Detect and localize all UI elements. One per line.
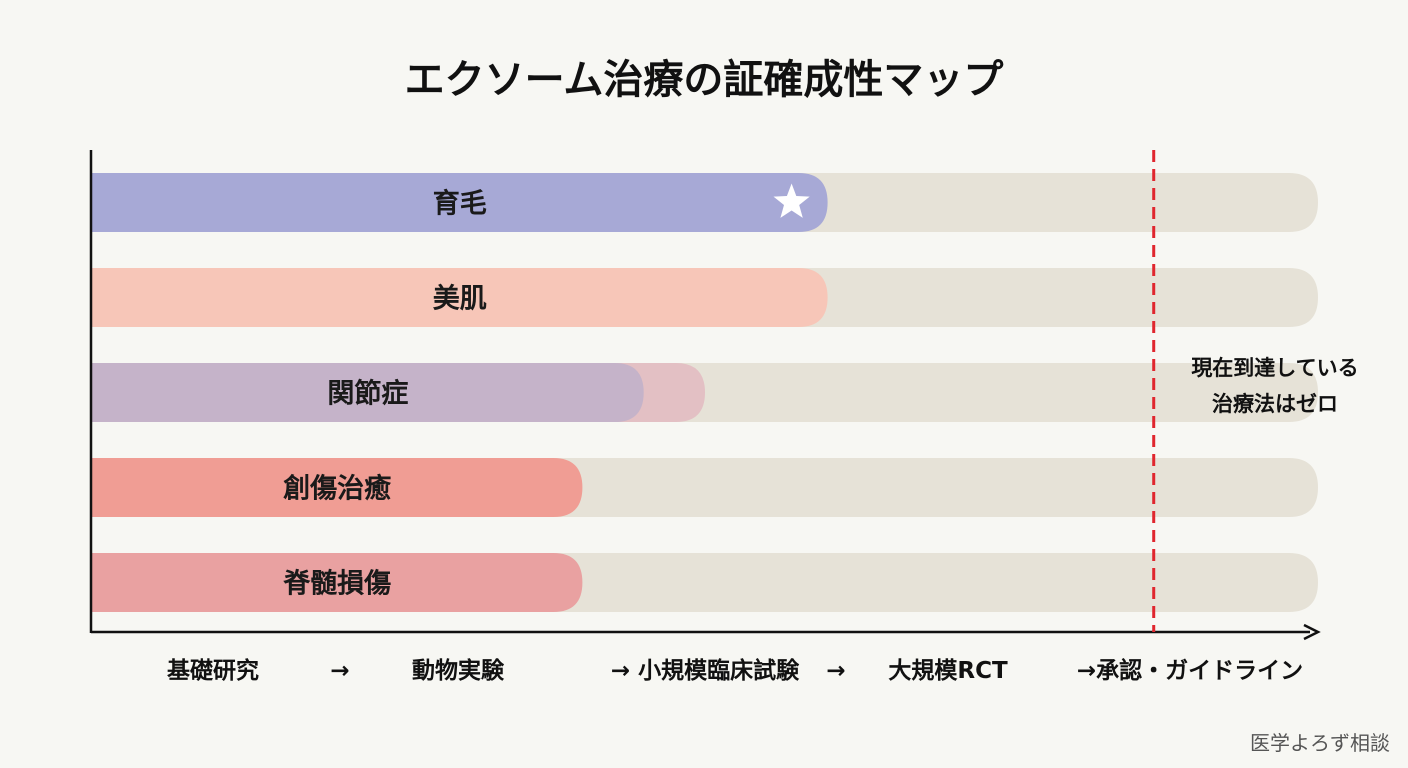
reference-annotation-line-2: 治療法はゼロ xyxy=(1212,392,1338,416)
x-tick-label: → 小規模臨床試験 xyxy=(611,657,800,684)
watermark: 医学よろず相談 xyxy=(1250,731,1390,755)
reference-annotation-line-1: 現在到達している xyxy=(1191,356,1358,380)
bar xyxy=(92,553,583,612)
bar xyxy=(92,363,644,422)
bar-label: 育毛 xyxy=(433,188,487,220)
star-icon xyxy=(773,183,810,218)
x-tick-label: →承認・ガイドライン xyxy=(1077,657,1303,684)
x-tick-label: 基礎研究 xyxy=(167,657,259,684)
x-axis-arrow-icon xyxy=(1303,623,1321,641)
bar-label: 創傷治癒 xyxy=(283,473,391,505)
chart-title: エクソーム治療の証確成性マップ xyxy=(405,57,1004,103)
bar-label: 脊髄損傷 xyxy=(282,569,391,600)
bar-label: 美肌 xyxy=(433,283,487,315)
x-tick-label: → xyxy=(330,658,349,684)
x-tick-label: → xyxy=(826,658,845,684)
bar-label: 関節症 xyxy=(327,378,408,410)
bar xyxy=(92,268,828,327)
bar xyxy=(92,458,583,517)
bar xyxy=(92,173,828,232)
x-tick-label: 動物実験 xyxy=(412,657,505,684)
x-tick-label: 大規模RCT xyxy=(888,658,1008,684)
